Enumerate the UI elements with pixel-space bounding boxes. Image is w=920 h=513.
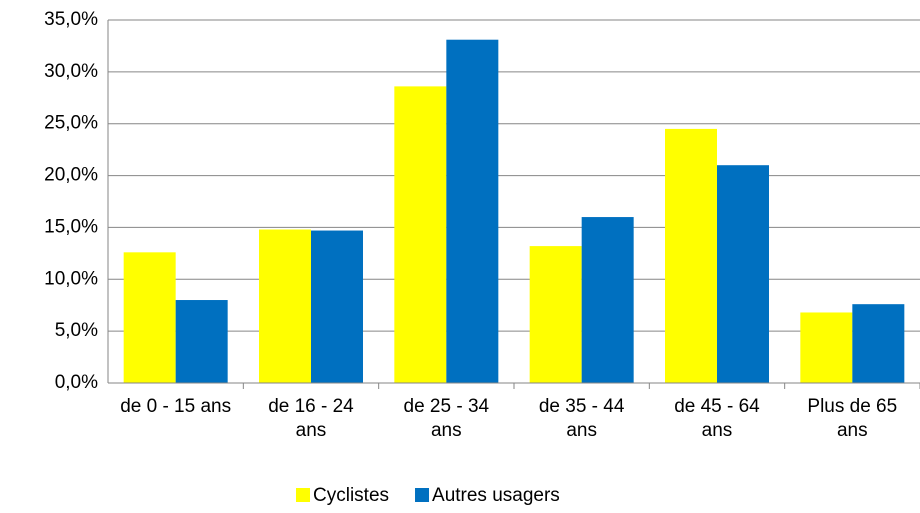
x-tick-label: de 16 - 24 ans bbox=[268, 396, 354, 441]
legend-label: Autres usagers bbox=[432, 485, 560, 506]
bar bbox=[446, 39, 499, 383]
bar bbox=[529, 246, 582, 383]
bar bbox=[311, 230, 363, 383]
legend-swatch bbox=[415, 488, 430, 502]
x-tick-label-box: Plus de 65 ans bbox=[807, 396, 898, 441]
x-tick-label-box: de 16 - 24 ans bbox=[268, 396, 354, 441]
bar bbox=[394, 86, 447, 384]
legend-label: Cyclistes bbox=[313, 485, 389, 506]
y-tick-label: 30,0% bbox=[44, 61, 98, 82]
x-tick-label: de 45 - 64 ans bbox=[674, 396, 760, 441]
x-tick-label: de 35 - 44 ans bbox=[538, 396, 625, 441]
y-tick-label: 10,0% bbox=[44, 268, 98, 289]
x-tick-label: de 25 - 34 ans bbox=[403, 396, 490, 441]
y-tick-label: 25,0% bbox=[44, 113, 98, 134]
y-tick-label: 5,0% bbox=[55, 320, 98, 341]
legend-swatch bbox=[296, 488, 310, 502]
x-tick-label-box: de 45 - 64 ans bbox=[674, 396, 760, 441]
bar bbox=[717, 165, 769, 383]
x-tick-label-box: de 35 - 44 ans bbox=[538, 396, 625, 441]
y-tick-label: 20,0% bbox=[44, 165, 98, 186]
bar bbox=[123, 252, 176, 383]
bar bbox=[800, 312, 853, 383]
bar bbox=[665, 128, 717, 383]
bar bbox=[581, 217, 634, 383]
x-tick-label: Plus de 65 ans bbox=[807, 396, 898, 441]
y-tick-label: 0,0% bbox=[55, 372, 98, 393]
bar bbox=[259, 229, 311, 383]
bar bbox=[852, 304, 905, 383]
x-tick-label: de 0 - 15 ans bbox=[120, 396, 232, 417]
x-tick-label-box: de 25 - 34 ans bbox=[403, 396, 490, 441]
x-tick-label-box: de 0 - 15 ans bbox=[120, 396, 232, 417]
y-tick-label: 35,0% bbox=[44, 9, 98, 30]
bar bbox=[175, 300, 228, 383]
y-tick-label: 15,0% bbox=[44, 216, 98, 237]
